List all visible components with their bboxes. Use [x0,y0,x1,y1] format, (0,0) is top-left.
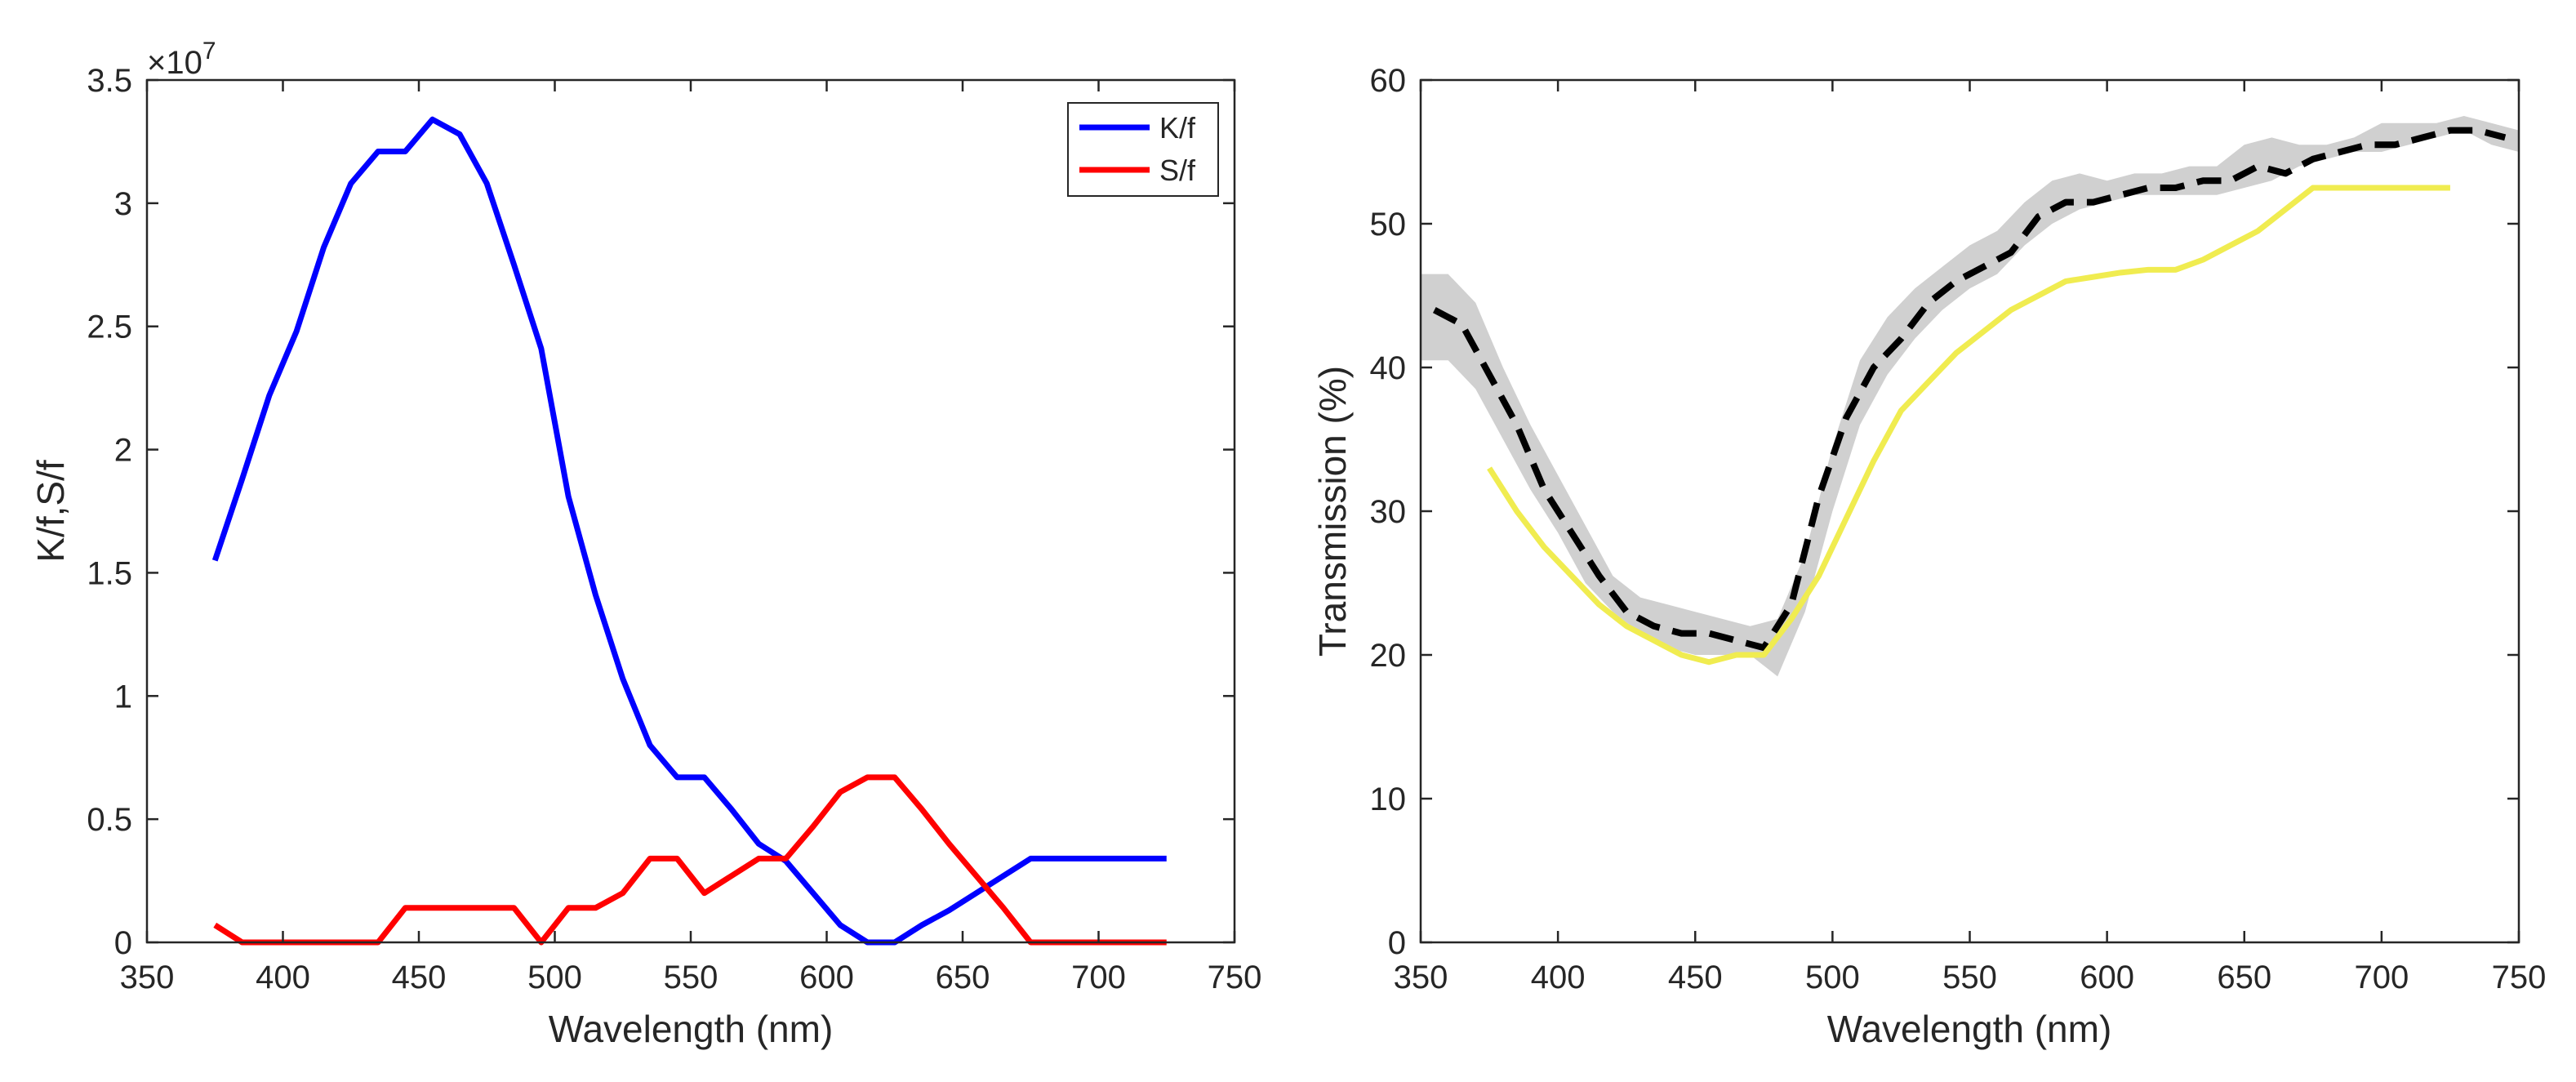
left-x-tick-label: 350 [120,960,175,995]
right-x-tick-label: 550 [1942,960,1997,995]
left-x-tick-label: 700 [1071,960,1126,995]
legend-label-sf: S/f [1159,154,1196,187]
left-y-exponent-power: 7 [202,38,216,65]
right-x-tick-label: 400 [1531,960,1586,995]
right-y-tick-label: 50 [1370,207,1407,243]
left-y-tick-label: 1 [114,679,132,715]
left-x-tick-label: 750 [1208,960,1262,995]
right-y-tick-label: 10 [1370,781,1407,817]
right-x-tick-label: 350 [1394,960,1448,995]
left-plot-area [147,80,1235,942]
left-panel: 350 400 450 500 550 600 650 700 750 0 0.5 1 1.5 2 2.5 3… [29,38,1261,1050]
right-x-tick-label: 600 [2080,960,2134,995]
left-axes-frame [145,78,1236,944]
left-y-tick-label: 0 [114,925,132,961]
left-legend-box [1067,102,1219,197]
right-x-tick-label: 750 [2492,960,2547,995]
legend-label-kf: K/f [1159,111,1196,145]
right-x-axis-label: Wavelength (nm) [1827,1008,2112,1050]
left-x-tick-label: 500 [527,960,582,995]
left-y-tick-label: 3.5 [87,63,132,99]
left-ticks-group: 350 400 450 500 550 600 650 700 750 0 0.5 1 1.5 2 2.5 3… [87,63,1261,995]
left-x-tick-label: 400 [256,960,310,995]
right-y-tick-label: 30 [1370,494,1407,530]
right-series-group [1421,116,2519,677]
left-y-tick-label: 2.5 [87,309,132,345]
left-x-tick-label: 650 [936,960,990,995]
left-x-tick-label: 450 [392,960,447,995]
right-plot-area [1421,80,2519,942]
right-x-tick-label: 500 [1805,960,1860,995]
left-y-tick-label: 0.5 [87,802,132,838]
right-axes-frame [1419,78,2520,944]
right-ticks-group: 350 400 450 500 550 600 650 700 750 0 10 20 30 40 50 60 [1370,63,2547,995]
left-y-exponent-base: ×10 [147,45,202,81]
left-y-axis-label: K/f,S/f [29,460,72,562]
left-y-tick-label: 3 [114,186,132,222]
right-y-axis-label: Transmission (%) [1311,366,1354,657]
left-x-axis-label: Wavelength (nm) [549,1008,834,1050]
right-x-tick-label: 650 [2217,960,2271,995]
right-y-tick-label: 0 [1388,925,1406,961]
right-panel: 350 400 450 500 550 600 650 700 750 0 10 20 30 40 50 60… [1311,63,2546,1050]
left-x-tick-label: 550 [664,960,719,995]
right-y-tick-label: 40 [1370,350,1407,386]
right-series-model-line [1487,185,2450,666]
right-x-tick-label: 700 [2355,960,2409,995]
right-y-tick-label: 20 [1370,638,1407,674]
left-y-exponent-label: ×107 [147,38,216,81]
left-legend: K/f S/f [1067,102,1219,197]
left-y-tick-label: 1.5 [87,555,132,591]
right-y-tick-label: 60 [1370,63,1407,99]
left-y-tick-label: 2 [114,433,132,469]
left-series-k-f-line [211,116,1167,946]
right-x-tick-label: 450 [1668,960,1723,995]
left-x-tick-label: 600 [799,960,854,995]
right-series-mean-line [1432,127,2507,652]
